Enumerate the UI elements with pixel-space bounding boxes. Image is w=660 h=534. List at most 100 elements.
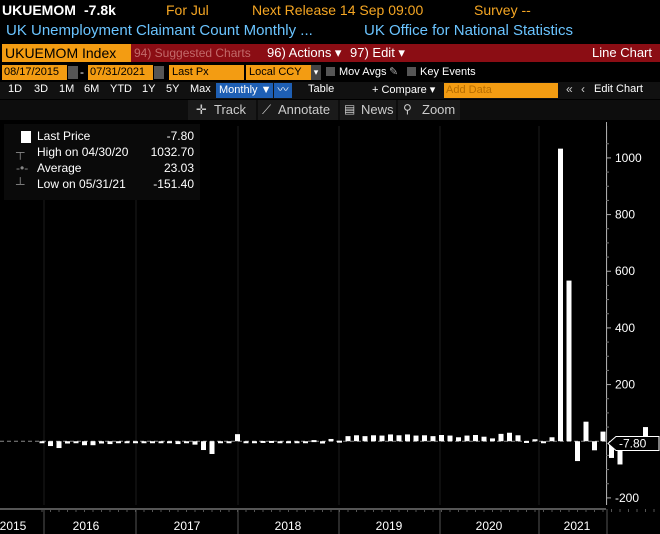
bar[interactable] — [90, 441, 96, 446]
pencil-icon[interactable]: ✎ — [389, 66, 399, 78]
index-label-box[interactable]: UKUEMOM Index — [2, 44, 131, 62]
bar[interactable] — [226, 441, 232, 444]
bar[interactable] — [490, 438, 495, 442]
currency-select[interactable]: Local CCY — [246, 65, 311, 80]
bar[interactable] — [405, 434, 410, 442]
bar[interactable] — [413, 435, 419, 442]
bar[interactable] — [354, 435, 359, 442]
compare-button[interactable]: + Compare ▾ — [372, 84, 436, 96]
mov-avgs-toggle[interactable]: Mov Avgs — [326, 66, 387, 78]
bar[interactable] — [260, 440, 266, 443]
bar[interactable] — [150, 441, 155, 444]
news-tool[interactable]: ▤ News — [340, 100, 396, 120]
source-label[interactable]: UK Office for National Statistics — [364, 22, 573, 39]
bar[interactable] — [337, 440, 342, 443]
bar[interactable] — [303, 441, 308, 444]
bar[interactable] — [124, 441, 130, 444]
bar[interactable] — [473, 435, 478, 442]
zoom-tool[interactable]: ⚲ Zoom — [398, 100, 460, 120]
bar[interactable] — [65, 441, 70, 444]
bar[interactable] — [549, 437, 555, 442]
bar[interactable] — [583, 421, 589, 442]
period-button-3d[interactable]: 3D — [34, 83, 49, 95]
bar[interactable] — [269, 440, 274, 443]
bar[interactable] — [141, 441, 147, 444]
annotate-tool[interactable]: ⟋ Annotate — [258, 100, 338, 120]
bar[interactable] — [235, 434, 240, 442]
bar[interactable] — [371, 435, 376, 442]
bar[interactable] — [541, 441, 546, 444]
end-date-field[interactable]: 07/31/2021 — [88, 65, 153, 80]
add-data-field[interactable]: Add Data — [444, 83, 558, 98]
bar[interactable] — [456, 437, 461, 442]
period-button-1y[interactable]: 1Y — [142, 83, 156, 95]
edit-chart-button[interactable]: Edit Chart — [594, 83, 643, 95]
bar[interactable] — [532, 439, 538, 442]
start-date-field[interactable]: 08/17/2015 — [2, 65, 67, 80]
bar[interactable] — [609, 441, 614, 458]
bar[interactable] — [447, 435, 453, 442]
calendar-icon[interactable] — [154, 66, 164, 79]
track-tool[interactable]: ✛ Track — [188, 100, 256, 120]
bar[interactable] — [252, 441, 257, 444]
bar[interactable] — [430, 436, 436, 442]
bar[interactable] — [286, 441, 291, 444]
actions-menu-button[interactable]: 96) Actions ▾ — [264, 44, 347, 62]
bar[interactable] — [320, 441, 325, 444]
bar[interactable] — [515, 435, 521, 442]
chart-type-label[interactable]: Line Chart — [592, 45, 652, 60]
security-title[interactable]: UK Unemployment Claimant Count Monthly .… — [6, 22, 313, 39]
bar[interactable] — [201, 441, 206, 451]
bar[interactable] — [643, 427, 648, 442]
bar[interactable] — [99, 441, 104, 444]
key-events-toggle[interactable]: Key Events — [407, 66, 476, 78]
line-chart-icon[interactable]: 〰 — [274, 83, 292, 98]
period-button-6m[interactable]: 6M — [84, 83, 100, 95]
bar[interactable] — [218, 441, 223, 444]
bar[interactable] — [192, 441, 198, 445]
bar[interactable] — [422, 435, 427, 442]
bar[interactable] — [396, 435, 402, 442]
bar[interactable] — [524, 440, 529, 443]
bar[interactable] — [362, 436, 368, 442]
bar[interactable] — [464, 435, 470, 442]
calendar-icon[interactable] — [68, 66, 78, 79]
period-button-5y[interactable]: 5Y — [166, 83, 180, 95]
bar[interactable] — [82, 441, 87, 446]
bar[interactable] — [158, 441, 164, 444]
bar[interactable] — [48, 441, 53, 447]
bar[interactable] — [481, 436, 487, 442]
bar[interactable] — [507, 432, 512, 442]
period-button-1m[interactable]: 1M — [59, 83, 75, 95]
period-button-max[interactable]: Max — [190, 83, 211, 95]
bar[interactable] — [175, 441, 181, 445]
bar[interactable] — [345, 436, 351, 442]
bar[interactable] — [600, 431, 606, 442]
edit-menu-button[interactable]: 97) Edit ▾ — [347, 44, 410, 62]
bar[interactable] — [311, 440, 317, 443]
table-button[interactable]: Table — [308, 83, 335, 95]
bar[interactable] — [277, 441, 283, 444]
chevron-down-icon[interactable]: ▾ — [311, 65, 321, 80]
bar[interactable] — [575, 441, 580, 462]
period-button-ytd[interactable]: YTD — [110, 83, 132, 95]
bar[interactable] — [439, 435, 444, 442]
bar[interactable] — [184, 441, 189, 444]
bar[interactable] — [243, 441, 249, 444]
expand-icon[interactable]: ‹ — [581, 82, 585, 96]
bar[interactable] — [388, 434, 393, 442]
bar[interactable] — [133, 441, 138, 444]
bar[interactable] — [56, 441, 62, 449]
field-select[interactable]: Last Px — [169, 65, 244, 80]
period-button-1d[interactable]: 1D — [8, 83, 23, 95]
bar[interactable] — [294, 441, 300, 444]
bar[interactable] — [566, 280, 572, 442]
suggested-charts-button[interactable]: 94) Suggested Charts — [131, 44, 264, 62]
bar[interactable] — [379, 435, 385, 442]
bar[interactable] — [107, 441, 113, 445]
bar[interactable] — [328, 438, 334, 442]
bar[interactable] — [558, 148, 563, 442]
bar[interactable] — [617, 441, 623, 465]
bar[interactable] — [73, 441, 79, 444]
bar[interactable] — [116, 441, 121, 444]
